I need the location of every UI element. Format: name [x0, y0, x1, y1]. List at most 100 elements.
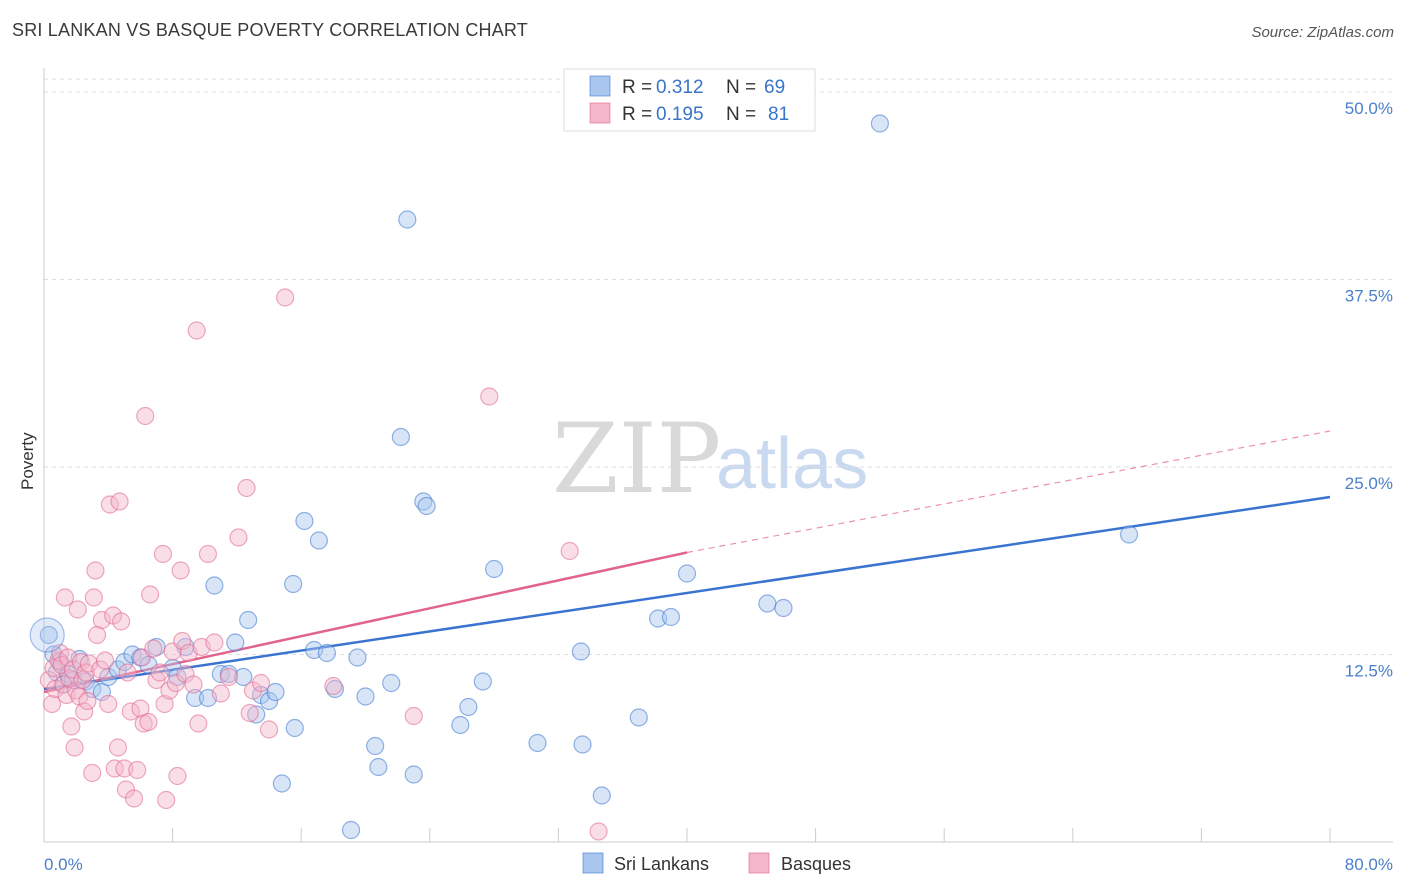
- legend-n-value-sri-lankans: 69: [764, 77, 785, 98]
- point-basques: [160, 681, 179, 700]
- point-sri-lankans: [295, 511, 314, 531]
- point-basques: [198, 544, 218, 564]
- point-sri-lankans: [451, 715, 470, 735]
- point-sri-lankans: [325, 679, 345, 699]
- legend-r-value-basques: 0.195: [656, 104, 704, 125]
- bottom-legend-sri-lankans: Sri Lankans: [614, 854, 709, 874]
- point-basques: [136, 406, 155, 426]
- bottom-legend-swatch-basques: [748, 852, 770, 874]
- bottom-legend-basques: Basques: [781, 854, 851, 874]
- point-sri-lankans: [774, 598, 793, 618]
- point-basques: [324, 676, 343, 696]
- point-basques: [153, 544, 173, 564]
- trend-lines: [43, 430, 1331, 694]
- point-sri-lankans: [571, 642, 591, 661]
- point-basques: [240, 703, 259, 723]
- point-basques: [110, 492, 129, 511]
- legend-swatch-sri-lankans: [589, 75, 611, 97]
- point-basques: [128, 760, 147, 780]
- point-sri-lankans: [341, 820, 361, 840]
- point-basques: [112, 612, 131, 631]
- y-axis-label: Poverty: [18, 432, 37, 490]
- watermark-zip: ZIP: [552, 403, 721, 515]
- point-basques: [251, 673, 271, 693]
- point-basques: [404, 706, 423, 726]
- trend-line-basques: [43, 551, 688, 694]
- watermark-atlas: atlas: [716, 424, 868, 504]
- data-points: [29, 114, 1139, 841]
- point-basques: [140, 585, 160, 604]
- point-basques: [480, 387, 499, 406]
- point-basques: [39, 670, 58, 690]
- point-basques: [229, 528, 248, 547]
- y-tick-label: 12.5%: [1345, 662, 1393, 681]
- gridlines: [44, 78, 1393, 655]
- point-sri-lankans: [369, 757, 388, 777]
- point-sri-lankans: [382, 673, 401, 693]
- point-basques: [95, 651, 115, 670]
- point-sri-lankans: [266, 682, 285, 702]
- x-tick-label-min: 0.0%: [44, 855, 83, 874]
- point-basques: [189, 714, 208, 733]
- y-tick-label: 25.0%: [1345, 474, 1393, 493]
- point-basques: [65, 738, 84, 757]
- point-sri-lankans: [485, 559, 504, 579]
- point-basques: [155, 694, 174, 714]
- point-basques: [118, 663, 137, 682]
- point-basques: [86, 561, 105, 580]
- point-basques: [91, 660, 110, 679]
- point-sri-lankans: [573, 735, 592, 754]
- point-basques: [99, 694, 118, 714]
- point-basques: [75, 702, 94, 721]
- point-sri-lankans: [528, 733, 547, 753]
- legend-n-label: N =: [726, 104, 756, 125]
- axes: 12.5% 25.0% 37.5% 50.0%: [43, 68, 1393, 843]
- point-basques: [87, 625, 107, 645]
- point-basques: [124, 789, 144, 808]
- point-basques: [150, 663, 169, 682]
- point-basques: [62, 717, 81, 736]
- point-sri-lankans: [758, 594, 777, 613]
- point-cluster-sri-lankans: [29, 617, 65, 653]
- point-sri-lankans: [272, 774, 292, 793]
- point-basques: [211, 684, 230, 703]
- point-basques: [55, 588, 74, 607]
- point-sri-lankans: [870, 114, 890, 133]
- legend-n-label: N =: [726, 77, 756, 98]
- point-basques: [105, 759, 124, 778]
- point-sri-lankans: [629, 708, 648, 727]
- point-basques: [187, 321, 206, 340]
- point-sri-lankans: [317, 643, 337, 663]
- point-basques: [84, 588, 103, 607]
- point-sri-lankans: [459, 697, 478, 717]
- point-sri-lankans: [1119, 525, 1139, 544]
- legend-n-value-basques: 81: [768, 104, 789, 125]
- point-basques: [83, 763, 102, 783]
- point-basques: [108, 738, 128, 757]
- bottom-legend-swatch-sri-lankans: [582, 852, 604, 874]
- point-basques: [157, 790, 176, 810]
- point-basques: [78, 691, 97, 711]
- point-basques: [237, 478, 256, 498]
- point-sri-lankans: [309, 531, 328, 550]
- point-sri-lankans: [226, 633, 245, 652]
- point-sri-lankans: [391, 427, 410, 447]
- point-basques: [589, 822, 608, 841]
- legend-r-label: R =: [622, 104, 652, 125]
- point-sri-lankans: [677, 564, 697, 583]
- point-basques: [42, 694, 62, 714]
- point-sri-lankans: [284, 574, 303, 594]
- point-sri-lankans: [205, 576, 224, 595]
- legend-r-value-sri-lankans: 0.312: [656, 77, 704, 98]
- legend-r-label: R =: [622, 77, 652, 98]
- point-sri-lankans: [661, 607, 681, 627]
- point-basques: [276, 288, 295, 307]
- point-sri-lankans: [348, 648, 367, 667]
- point-sri-lankans: [417, 496, 436, 516]
- x-tick-label-max: 80.0%: [1345, 855, 1393, 874]
- point-sri-lankans: [239, 610, 258, 630]
- point-basques: [131, 699, 150, 718]
- point-basques: [168, 766, 187, 786]
- point-sri-lankans: [473, 672, 492, 691]
